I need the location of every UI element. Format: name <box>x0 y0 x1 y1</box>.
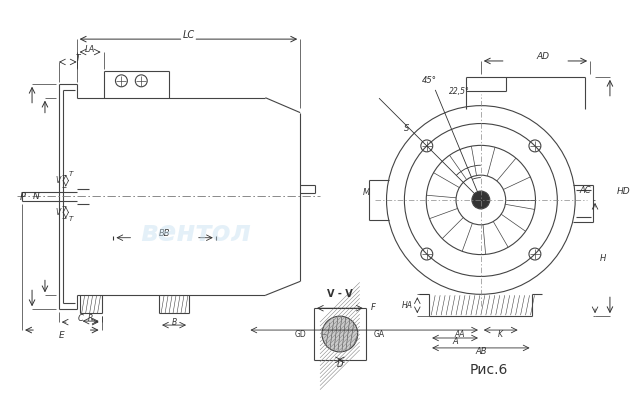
Text: HA: HA <box>401 301 412 310</box>
Text: H: H <box>600 253 606 263</box>
Circle shape <box>472 191 490 209</box>
Text: N: N <box>33 192 40 201</box>
Text: GD: GD <box>294 329 306 338</box>
Text: P: P <box>20 191 26 202</box>
Text: R: R <box>88 314 93 323</box>
Text: LA: LA <box>85 44 95 53</box>
Text: AC: AC <box>579 185 591 195</box>
Text: T: T <box>68 216 73 222</box>
Text: AB: AB <box>475 347 486 356</box>
Text: Рис.6: Рис.6 <box>470 363 508 377</box>
Text: E: E <box>59 331 65 340</box>
Text: B: B <box>172 318 177 327</box>
Text: LC: LC <box>182 30 195 40</box>
Text: HD: HD <box>617 187 630 196</box>
Text: AD: AD <box>537 53 550 61</box>
Text: V: V <box>56 176 61 185</box>
Text: T: T <box>76 55 80 64</box>
Text: S: S <box>404 124 409 133</box>
Text: GA: GA <box>374 329 385 338</box>
Text: T: T <box>68 171 73 177</box>
Text: V - V: V - V <box>327 289 353 299</box>
Text: 45°: 45° <box>422 76 436 85</box>
Text: C: C <box>77 314 83 323</box>
Circle shape <box>322 316 358 352</box>
Text: D: D <box>337 360 343 369</box>
Text: M: M <box>363 187 371 196</box>
Text: F: F <box>371 303 376 312</box>
Text: AA: AA <box>455 329 465 338</box>
Text: BB: BB <box>159 229 170 238</box>
Text: A: A <box>452 338 458 347</box>
Text: K: K <box>498 329 503 338</box>
Text: вентол: вентол <box>140 219 252 247</box>
Text: 22,5°: 22,5° <box>449 87 470 96</box>
Text: V: V <box>56 208 61 217</box>
